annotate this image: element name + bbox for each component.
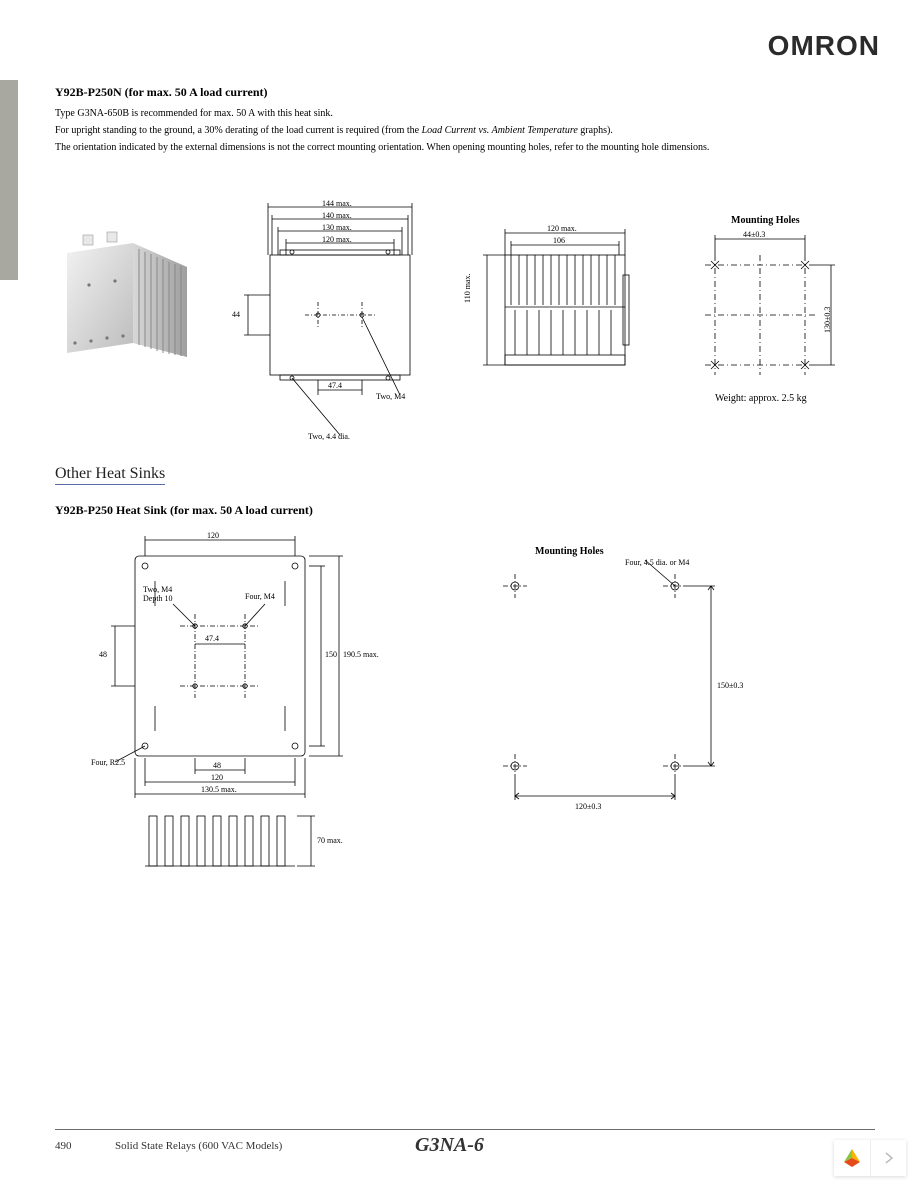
section2-title: Y92B-P250 Heat Sink (for max. 50 A load … [55, 503, 875, 518]
dim-s120: 120 max. [547, 224, 577, 233]
corner-logo-icon[interactable] [834, 1140, 870, 1176]
dim2-48l: 48 [99, 650, 107, 659]
dim-s110: 110 max. [463, 274, 472, 303]
dim2-190: 190.5 max. [343, 650, 379, 659]
section1-line1: Type G3NA-650B is recommended for max. 5… [55, 106, 875, 121]
fig1-holes-title: Mounting Holes [731, 215, 800, 226]
figure-set-2: 120 Two, M4 Depth 10 Four, M4 47.4 48 15… [55, 526, 875, 926]
fig1-front-drawing: 144 max. 140 max. 130 max. 120 max. 44 4… [230, 195, 440, 445]
figure-set-1: 144 max. 140 max. 130 max. 120 max. 44 4… [55, 195, 875, 455]
side-tab [0, 80, 18, 280]
lbl-two-44dia: Two, 4.4 dia. [308, 432, 350, 441]
dim2-h150: 150±0.3 [717, 681, 743, 690]
dim-h130: 130±0.3 [823, 307, 832, 333]
dim2-48b: 48 [213, 761, 221, 770]
brand-logo: OMRON [768, 30, 880, 62]
section2-header: Other Heat Sinks [55, 455, 875, 485]
footer-mid-text: Solid State Relays (600 VAC Models) [115, 1140, 282, 1152]
corner-widget [834, 1140, 906, 1176]
lbl2-fourM4: Four, M4 [245, 592, 275, 601]
footer-page-number: 490 [55, 1140, 72, 1152]
section1-title: Y92B-P250N (for max. 50 A load current) [55, 85, 875, 100]
dim2-120b: 120 [211, 773, 223, 782]
dim-h44: 44±0.3 [743, 230, 765, 239]
dim2-150: 150 [325, 650, 337, 659]
dim-140: 140 max. [322, 211, 352, 220]
section1-line2b: graphs). [578, 125, 613, 136]
fig1-weight: Weight: approx. 2.5 kg [715, 393, 807, 404]
fig2-front-drawing: 120 Two, M4 Depth 10 Four, M4 47.4 48 15… [95, 526, 365, 846]
fig1-holes-drawing: Mounting Holes [685, 215, 855, 395]
section1-line2-em: Load Current vs. Ambient Temperature [422, 125, 578, 136]
section1-line2a: For upright standing to the ground, a 30… [55, 125, 422, 136]
heatsink-photo [55, 225, 195, 365]
section1-line3: The orientation indicated by the externa… [55, 140, 875, 155]
dim-s106: 106 [553, 236, 565, 245]
fig2-holes-title: Mounting Holes [535, 546, 604, 557]
lbl2-twoM4: Two, M4 Depth 10 [143, 586, 187, 604]
dim-474: 47.4 [328, 381, 342, 390]
page-content: Y92B-P250N (for max. 50 A load current) … [55, 85, 875, 926]
section2-header-text: Other Heat Sinks [55, 465, 165, 485]
page-footer: 490 Solid State Relays (600 VAC Models) … [55, 1129, 875, 1140]
dim2-120t: 120 [207, 531, 219, 540]
dim2-w120: 120±0.3 [575, 802, 601, 811]
lbl2-fourR25: Four, R2.5 [91, 758, 125, 767]
dim2-1305: 130.5 max. [201, 785, 237, 794]
dim2-70: 70 max. [317, 836, 343, 845]
fig1-side-drawing: 120 max. 106 110 max. [475, 215, 645, 395]
section1-line2: For upright standing to the ground, a 30… [55, 123, 875, 138]
dim-44: 44 [232, 310, 240, 319]
fig2-holes-note: Four, 4.5 dia. or M4 [625, 558, 689, 567]
lbl-two-m4: Two, M4 [376, 392, 405, 401]
dim2-474: 47.4 [205, 634, 219, 643]
dim-120: 120 max. [322, 235, 352, 244]
corner-next-icon[interactable] [870, 1140, 906, 1176]
fig2-holes-drawing: Mounting Holes Four, 4.5 dia. or M4 [475, 546, 755, 826]
footer-model: G3NA-6 [415, 1134, 484, 1157]
dim-130: 130 max. [322, 223, 352, 232]
dim-144: 144 max. [322, 199, 352, 208]
